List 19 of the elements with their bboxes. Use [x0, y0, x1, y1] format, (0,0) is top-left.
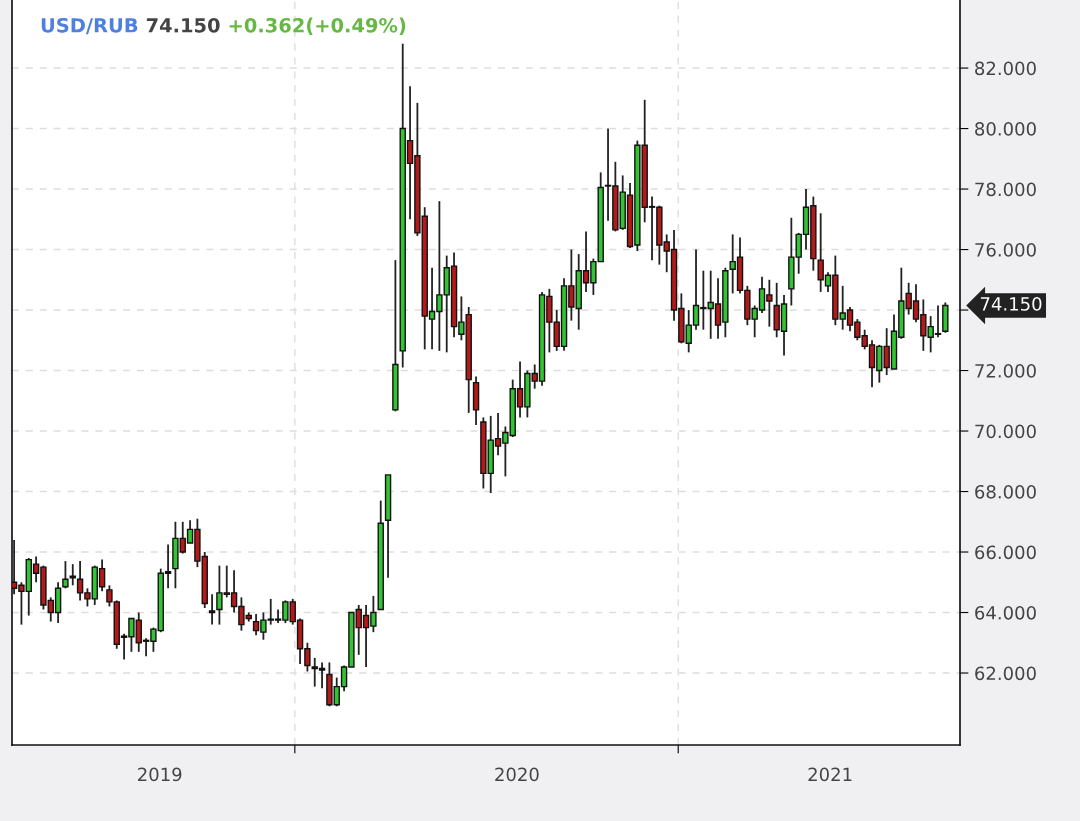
text: 74.150: [980, 297, 1042, 311]
candlestick: [62, 560, 69, 590]
y-tick-label: 66.000: [975, 545, 1036, 560]
y-tick-label: 62.000: [975, 666, 1036, 681]
candlestick: [208, 593, 216, 626]
x-tick-label: 2020: [495, 767, 539, 782]
y-tick-label: 72.000: [975, 363, 1036, 378]
y-tick-label: 80.000: [975, 122, 1036, 136]
y-tick-label: 68.000: [975, 484, 1036, 499]
x-tick-label: 2021: [808, 767, 852, 782]
y-tick-label: 70.000: [975, 424, 1036, 439]
y-tick-label: 82.000: [975, 61, 1036, 76]
y-tick-label: 76.000: [975, 243, 1036, 257]
y-tick-label: 78.000: [975, 182, 1036, 197]
x-tick-label: 2019: [138, 767, 182, 782]
text: USD/RUB: [41, 17, 138, 35]
annotation: 74.150: [146, 17, 220, 33]
annotation: +0.362(+0.49%): [229, 17, 406, 35]
y-tick-label: 64.000: [975, 605, 1036, 620]
